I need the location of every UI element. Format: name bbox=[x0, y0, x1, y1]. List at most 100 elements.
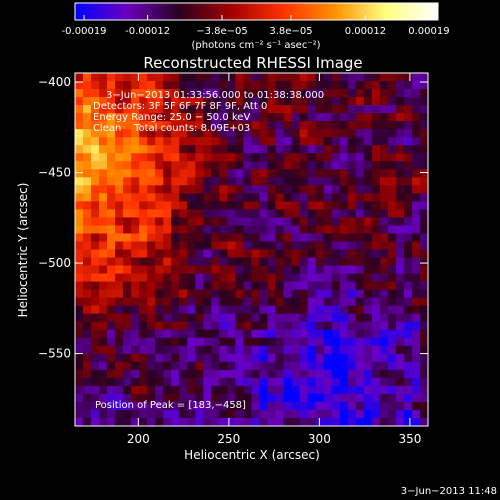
heatmap-cell bbox=[107, 153, 116, 162]
heatmap-cell bbox=[395, 353, 405, 363]
heatmap-cell bbox=[403, 305, 413, 315]
heatmap-cell bbox=[291, 417, 301, 426]
heatmap-cell bbox=[251, 321, 261, 331]
heatmap-cell bbox=[363, 297, 373, 307]
heatmap-cell bbox=[275, 289, 285, 299]
heatmap-cell bbox=[235, 177, 245, 186]
heatmap-cell bbox=[219, 129, 229, 138]
heatmap-cell bbox=[243, 409, 253, 419]
heatmap-cell bbox=[299, 313, 309, 323]
heatmap-cell bbox=[379, 345, 389, 355]
heatmap-cell bbox=[267, 105, 277, 114]
heatmap-cell bbox=[307, 281, 317, 291]
heatmap-cell bbox=[131, 249, 140, 259]
heatmap-cell bbox=[387, 161, 397, 170]
heatmap-cell bbox=[99, 169, 108, 178]
heatmap-cell bbox=[203, 329, 212, 339]
heatmap-cell bbox=[179, 121, 188, 130]
heatmap-cell bbox=[355, 297, 365, 307]
heatmap-cell bbox=[219, 145, 229, 154]
heatmap-cell bbox=[299, 113, 309, 122]
heatmap-cell bbox=[155, 385, 164, 395]
heatmap-cell bbox=[291, 193, 301, 202]
heatmap-cell bbox=[339, 289, 349, 299]
heatmap-cell bbox=[315, 185, 325, 194]
heatmap-cell bbox=[187, 401, 196, 411]
heatmap-cell bbox=[371, 225, 381, 235]
heatmap-cell bbox=[219, 393, 229, 403]
heatmap-cell bbox=[339, 321, 349, 331]
heatmap-cell bbox=[419, 393, 428, 403]
heatmap-cell bbox=[163, 305, 172, 315]
heatmap-cell bbox=[283, 233, 293, 243]
heatmap-cell bbox=[403, 249, 413, 259]
heatmap-cell bbox=[387, 273, 397, 283]
heatmap-cell bbox=[403, 97, 413, 106]
heatmap-cell bbox=[395, 329, 405, 339]
heatmap-cell bbox=[75, 177, 84, 186]
heatmap-cell bbox=[339, 233, 349, 243]
heatmap-cell bbox=[291, 137, 301, 146]
heatmap-cell bbox=[371, 321, 381, 331]
heatmap-cell bbox=[115, 417, 124, 426]
heatmap-cell bbox=[419, 73, 428, 82]
heatmap-cell bbox=[163, 209, 172, 219]
heatmap-cell bbox=[203, 393, 212, 403]
heatmap-cell bbox=[243, 401, 253, 411]
heatmap-cell bbox=[179, 393, 188, 403]
heatmap-cell bbox=[355, 321, 365, 331]
heatmap-cell bbox=[339, 369, 349, 379]
heatmap-cell bbox=[315, 289, 325, 299]
heatmap-cell bbox=[235, 305, 245, 315]
heatmap-cell bbox=[163, 321, 172, 331]
heatmap-cell bbox=[147, 113, 156, 122]
heatmap-cell bbox=[75, 249, 84, 259]
heatmap-cell bbox=[219, 241, 229, 251]
heatmap-cell bbox=[203, 233, 212, 243]
heatmap-cell bbox=[75, 225, 84, 235]
heatmap-cell bbox=[75, 289, 84, 299]
heatmap-cell bbox=[235, 281, 245, 291]
heatmap-cell bbox=[75, 169, 84, 178]
heatmap-cell bbox=[243, 217, 253, 227]
heatmap-cell bbox=[403, 161, 413, 170]
heatmap-cell bbox=[171, 241, 180, 251]
heatmap-cell bbox=[331, 305, 341, 315]
heatmap-cell bbox=[243, 97, 253, 106]
heatmap-cell bbox=[251, 105, 261, 114]
heatmap-cell bbox=[403, 297, 413, 307]
heatmap-cell bbox=[235, 201, 245, 210]
heatmap-cell bbox=[283, 249, 293, 259]
heatmap-cell bbox=[235, 257, 245, 267]
heatmap-cell bbox=[147, 153, 156, 162]
heatmap-cell bbox=[131, 377, 140, 387]
heatmap-cell bbox=[259, 193, 269, 202]
heatmap-cell bbox=[371, 137, 381, 146]
heatmap-cell bbox=[107, 249, 116, 259]
heatmap-cell bbox=[107, 281, 116, 291]
heatmap-cell bbox=[339, 345, 349, 355]
heatmap-cell bbox=[91, 401, 100, 411]
heatmap-cell bbox=[259, 137, 269, 146]
heatmap-cell bbox=[91, 145, 100, 154]
heatmap-cell bbox=[147, 137, 156, 146]
heatmap-cell bbox=[195, 217, 204, 227]
heatmap-cell bbox=[155, 313, 164, 323]
heatmap-cell bbox=[331, 297, 341, 307]
heatmap-cell bbox=[355, 393, 365, 403]
heatmap-cell bbox=[411, 137, 421, 146]
heatmap-cell bbox=[243, 361, 253, 371]
heatmap-cell bbox=[179, 377, 188, 387]
heatmap-cell bbox=[243, 297, 253, 307]
heatmap-cell bbox=[291, 305, 301, 315]
heatmap-cell bbox=[107, 129, 116, 138]
heatmap-cell bbox=[219, 313, 229, 323]
heatmap-cell bbox=[187, 193, 196, 202]
heatmap-cell bbox=[291, 289, 301, 299]
heatmap-cell bbox=[131, 145, 140, 154]
heatmap-cell bbox=[195, 209, 204, 219]
heatmap-cell bbox=[267, 353, 277, 363]
heatmap-cell bbox=[211, 137, 221, 146]
heatmap-cell bbox=[75, 81, 84, 90]
heatmap-cell bbox=[251, 121, 261, 130]
